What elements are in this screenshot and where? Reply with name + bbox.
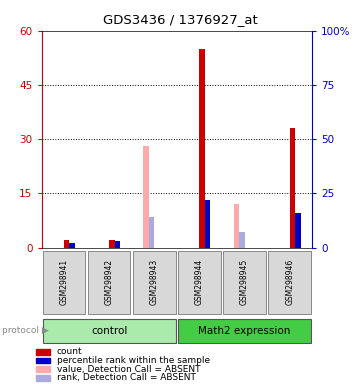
Text: count: count	[57, 348, 82, 356]
FancyBboxPatch shape	[223, 251, 266, 314]
Bar	[36, 375, 51, 381]
Bar	[144, 146, 149, 248]
Bar	[149, 217, 154, 248]
Text: GSM298941: GSM298941	[60, 259, 69, 305]
Bar	[115, 241, 120, 248]
Bar	[295, 213, 301, 248]
Bar	[109, 240, 115, 248]
Text: GSM298943: GSM298943	[150, 259, 159, 305]
FancyBboxPatch shape	[178, 319, 311, 343]
Text: protocol ▶: protocol ▶	[2, 326, 49, 335]
Bar	[205, 200, 210, 248]
Bar	[290, 128, 295, 248]
Text: GSM298942: GSM298942	[105, 259, 114, 305]
FancyBboxPatch shape	[178, 251, 221, 314]
Text: Math2 expression: Math2 expression	[199, 326, 291, 336]
Text: GSM298945: GSM298945	[240, 259, 249, 305]
FancyBboxPatch shape	[43, 251, 85, 314]
Bar	[199, 49, 205, 248]
Text: percentile rank within the sample: percentile rank within the sample	[57, 356, 210, 365]
FancyBboxPatch shape	[88, 251, 130, 314]
Text: value, Detection Call = ABSENT: value, Detection Call = ABSENT	[57, 365, 200, 374]
FancyBboxPatch shape	[133, 251, 175, 314]
FancyBboxPatch shape	[43, 319, 176, 343]
Text: GSM298944: GSM298944	[195, 259, 204, 305]
FancyBboxPatch shape	[269, 251, 311, 314]
Bar	[70, 243, 75, 248]
Bar	[64, 240, 70, 248]
Bar	[36, 366, 51, 372]
Bar	[239, 232, 245, 248]
Bar	[234, 204, 239, 248]
Bar	[36, 358, 51, 363]
Bar	[36, 349, 51, 354]
Text: control: control	[91, 326, 127, 336]
Text: GDS3436 / 1376927_at: GDS3436 / 1376927_at	[103, 13, 258, 26]
Text: rank, Detection Call = ABSENT: rank, Detection Call = ABSENT	[57, 373, 196, 382]
Text: GSM298946: GSM298946	[285, 259, 294, 305]
